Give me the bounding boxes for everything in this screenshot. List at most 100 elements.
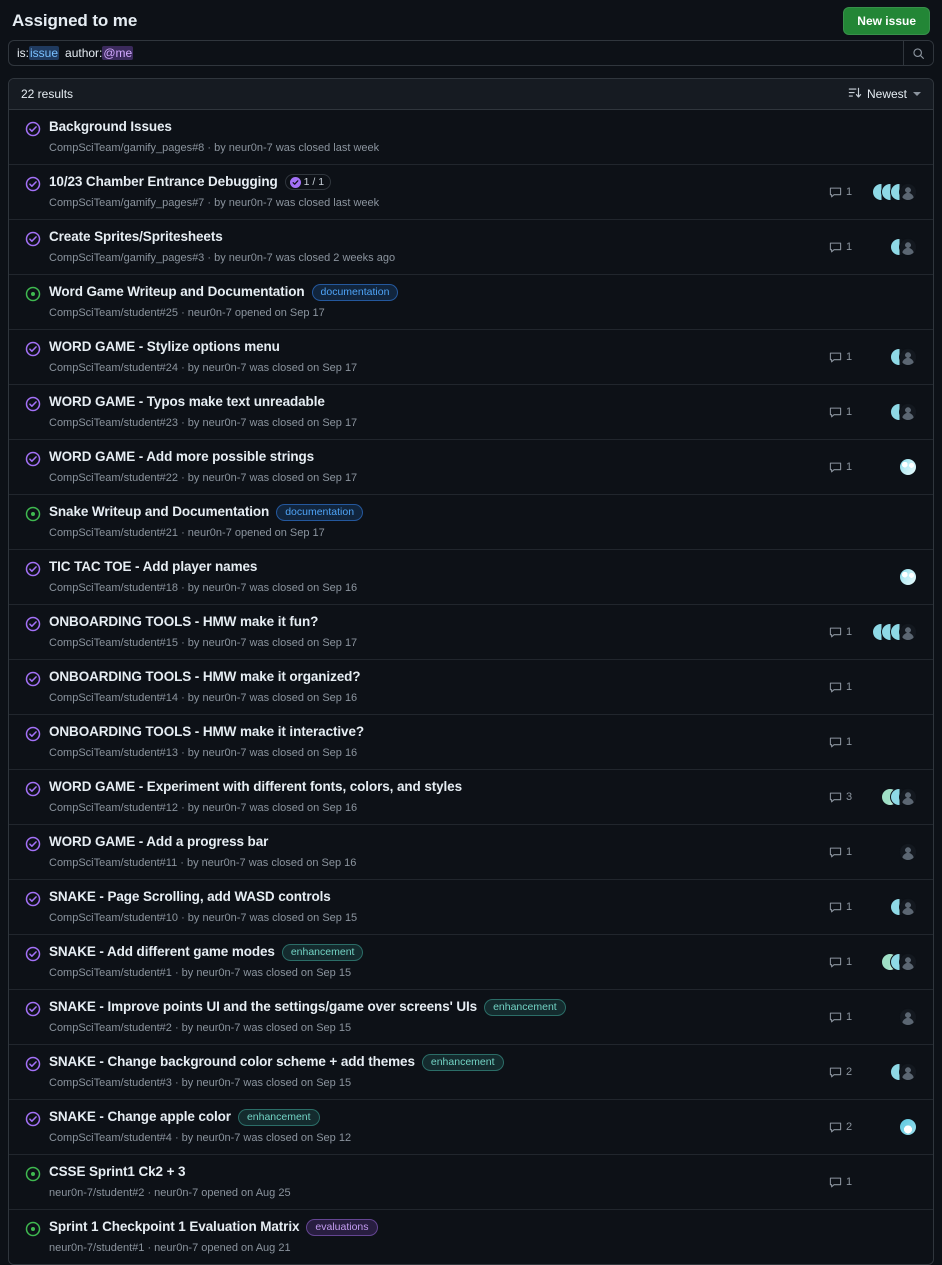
avatar[interactable] <box>899 183 917 201</box>
issue-title-link[interactable]: Snake Writeup and Documentation <box>49 504 270 519</box>
issue-title-link[interactable]: Background Issues <box>49 119 172 134</box>
avatar[interactable] <box>899 1063 917 1081</box>
comment-count[interactable]: 1 <box>829 461 875 474</box>
comment-count[interactable]: 3 <box>829 791 875 804</box>
issue-row[interactable]: Word Game Writeup and Documentation docum… <box>9 275 933 330</box>
issue-aside <box>811 286 933 318</box>
avatar[interactable] <box>899 623 917 641</box>
issue-closed-icon <box>25 176 41 192</box>
comment-count[interactable]: 1 <box>829 1176 875 1189</box>
avatar[interactable] <box>899 843 917 861</box>
issue-label-documentation[interactable]: documentation <box>311 283 399 301</box>
issue-row[interactable]: ONBOARDING TOOLS - HMW make it interacti… <box>9 715 933 770</box>
comment-count-label: 1 <box>846 681 853 693</box>
issue-title-link[interactable]: Sprint 1 Checkpoint 1 Evaluation Matrix <box>49 1219 300 1234</box>
issue-list-container: 22 results Newest Background Issues CompS… <box>8 78 934 1265</box>
issue-main: CSSE Sprint1 Ck2 + 3 neur0n-7/student#2 ·… <box>49 1163 811 1201</box>
issue-title-link[interactable]: Create Sprites/Spritesheets <box>49 229 223 244</box>
comment-count[interactable]: 1 <box>829 406 875 419</box>
comment-count[interactable]: 2 <box>829 1066 875 1079</box>
comment-count[interactable]: 1 <box>829 681 875 694</box>
comment-count[interactable]: 1 <box>829 1011 875 1024</box>
issue-row[interactable]: SNAKE - Page Scrolling, add WASD control… <box>9 880 933 935</box>
avatar[interactable] <box>899 1118 917 1136</box>
task-progress-badge[interactable]: 1 / 1 <box>284 174 332 190</box>
search-submit-button[interactable] <box>903 41 933 65</box>
issue-title-link[interactable]: CSSE Sprint1 Ck2 + 3 <box>49 1164 186 1179</box>
issue-label-enhancement[interactable]: enhancement <box>421 1053 504 1071</box>
avatar[interactable] <box>899 348 917 366</box>
issue-title-link[interactable]: WORD GAME - Typos make text unreadable <box>49 394 325 409</box>
issue-title-link[interactable]: ONBOARDING TOOLS - HMW make it interacti… <box>49 724 364 739</box>
issue-row[interactable]: WORD GAME - Typos make text unreadable Co… <box>9 385 933 440</box>
issue-row[interactable]: Create Sprites/Spritesheets CompSciTeam/g… <box>9 220 933 275</box>
avatar-stack <box>875 1063 919 1081</box>
issue-aside: 1 <box>811 891 933 923</box>
avatar[interactable] <box>899 788 917 806</box>
comment-count[interactable]: 1 <box>829 241 875 254</box>
issue-closed-icon <box>25 946 41 962</box>
avatar-stack <box>875 568 919 586</box>
issue-main: SNAKE - Change apple color enhancement Com… <box>49 1108 811 1146</box>
issue-open-icon <box>25 506 41 522</box>
issue-meta: CompSciTeam/student#23 · by neur0n-7 was… <box>49 417 358 429</box>
comment-count[interactable]: 1 <box>829 956 875 969</box>
issue-label-enhancement[interactable]: enhancement <box>484 998 566 1016</box>
issue-title-link[interactable]: WORD GAME - Experiment with different fo… <box>49 779 462 794</box>
issue-label-documentation[interactable]: documentation <box>276 503 364 521</box>
issue-label-enhancement[interactable]: enhancement <box>237 1108 320 1126</box>
avatar[interactable] <box>899 1008 917 1026</box>
sort-dropdown[interactable]: Newest <box>848 86 921 103</box>
issue-title-link[interactable]: SNAKE - Page Scrolling, add WASD control… <box>49 889 331 904</box>
avatar[interactable] <box>899 568 917 586</box>
issue-meta: CompSciTeam/student#3 · by neur0n-7 was … <box>49 1077 352 1089</box>
search-input[interactable]: is: issue author: @me <box>9 41 903 65</box>
issue-label-evaluations[interactable]: evaluations <box>306 1218 378 1236</box>
comment-count[interactable]: 1 <box>829 351 875 364</box>
issue-title-link[interactable]: TIC TAC TOE - Add player names <box>49 559 258 574</box>
comment-count[interactable]: 1 <box>829 626 875 639</box>
issue-row[interactable]: Snake Writeup and Documentation documenta… <box>9 495 933 550</box>
issue-row[interactable]: WORD GAME - Stylize options menu CompSciT… <box>9 330 933 385</box>
issue-row[interactable]: TIC TAC TOE - Add player names CompSciTea… <box>9 550 933 605</box>
issue-row[interactable]: SNAKE - Improve points UI and the settin… <box>9 990 933 1045</box>
issue-row[interactable]: SNAKE - Change background color scheme +… <box>9 1045 933 1100</box>
avatar[interactable] <box>899 458 917 476</box>
comment-count[interactable]: 1 <box>829 901 875 914</box>
comment-count[interactable]: 1 <box>829 186 875 199</box>
avatar[interactable] <box>899 238 917 256</box>
issue-row[interactable]: WORD GAME - Experiment with different fo… <box>9 770 933 825</box>
comment-count[interactable]: 2 <box>829 1121 875 1134</box>
issue-row[interactable]: 10/23 Chamber Entrance Debugging 1 / 1 Co… <box>9 165 933 220</box>
issue-row[interactable]: SNAKE - Change apple color enhancement Com… <box>9 1100 933 1155</box>
issue-title-link[interactable]: Word Game Writeup and Documentation <box>49 284 305 299</box>
issue-row[interactable]: WORD GAME - Add a progress bar CompSciTea… <box>9 825 933 880</box>
issue-title-link[interactable]: ONBOARDING TOOLS - HMW make it fun? <box>49 614 319 629</box>
issue-title-link[interactable]: WORD GAME - Add a progress bar <box>49 834 269 849</box>
issue-row[interactable]: WORD GAME - Add more possible strings Com… <box>9 440 933 495</box>
issue-row[interactable]: ONBOARDING TOOLS - HMW make it organized… <box>9 660 933 715</box>
avatar[interactable] <box>899 403 917 421</box>
issue-row[interactable]: SNAKE - Add different game modes enhancem… <box>9 935 933 990</box>
issue-title-link[interactable]: SNAKE - Change apple color <box>49 1109 231 1124</box>
issue-row[interactable]: Sprint 1 Checkpoint 1 Evaluation Matrix e… <box>9 1210 933 1264</box>
avatar[interactable] <box>899 898 917 916</box>
issue-closed-icon <box>25 231 41 247</box>
issue-row[interactable]: CSSE Sprint1 Ck2 + 3 neur0n-7/student#2 ·… <box>9 1155 933 1210</box>
issue-title-link[interactable]: WORD GAME - Add more possible strings <box>49 449 315 464</box>
comment-count[interactable]: 1 <box>829 736 875 749</box>
issue-row[interactable]: Background Issues CompSciTeam/gamify_page… <box>9 110 933 165</box>
issue-title-link[interactable]: SNAKE - Improve points UI and the settin… <box>49 999 478 1014</box>
new-issue-button[interactable]: New issue <box>843 7 930 35</box>
issue-title-link[interactable]: WORD GAME - Stylize options menu <box>49 339 280 354</box>
comment-count[interactable]: 1 <box>829 846 875 859</box>
search-box[interactable]: is: issue author: @me <box>8 40 934 66</box>
avatar[interactable] <box>899 953 917 971</box>
issue-title-link[interactable]: ONBOARDING TOOLS - HMW make it organized… <box>49 669 361 684</box>
issue-title-link[interactable]: SNAKE - Add different game modes <box>49 944 275 959</box>
issue-title-line: CSSE Sprint1 Ck2 + 3 <box>49 1163 803 1181</box>
issue-label-enhancement[interactable]: enhancement <box>281 943 364 961</box>
issue-title-link[interactable]: SNAKE - Change background color scheme +… <box>49 1054 415 1069</box>
issue-row[interactable]: ONBOARDING TOOLS - HMW make it fun? CompS… <box>9 605 933 660</box>
issue-title-link[interactable]: 10/23 Chamber Entrance Debugging <box>49 174 278 189</box>
